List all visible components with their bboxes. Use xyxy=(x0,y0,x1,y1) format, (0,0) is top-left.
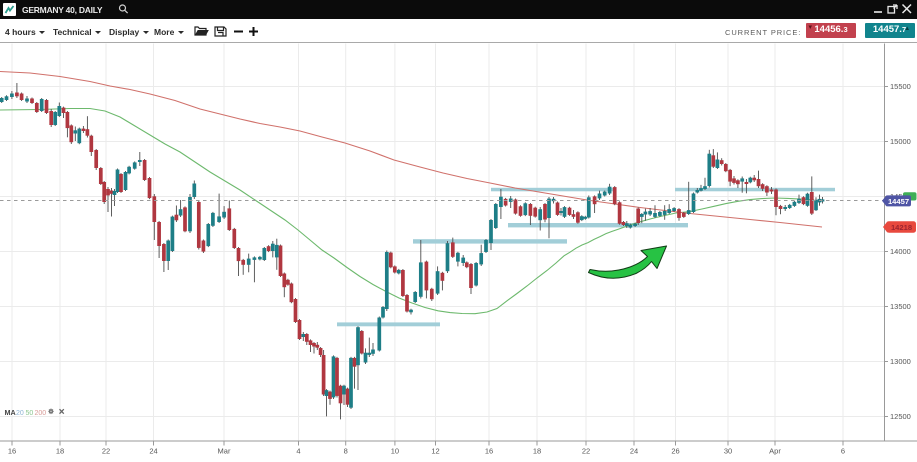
svg-text:20: 20 xyxy=(16,410,24,417)
svg-text:Apr: Apr xyxy=(769,447,781,456)
svg-text:22: 22 xyxy=(102,447,110,456)
svg-text:12: 12 xyxy=(431,447,439,456)
svg-text:14000: 14000 xyxy=(890,247,911,256)
svg-text:26: 26 xyxy=(671,447,679,456)
svg-text:18: 18 xyxy=(533,447,541,456)
svg-text:6: 6 xyxy=(841,447,845,456)
svg-text:22: 22 xyxy=(582,447,590,456)
svg-text:24: 24 xyxy=(149,447,157,456)
svg-text:4: 4 xyxy=(296,447,300,456)
svg-text:10: 10 xyxy=(391,447,399,456)
svg-text:8: 8 xyxy=(344,447,348,456)
svg-text:MA: MA xyxy=(5,408,16,417)
svg-text:16: 16 xyxy=(8,447,16,456)
svg-text:15500: 15500 xyxy=(890,82,911,91)
svg-text:24: 24 xyxy=(630,447,638,456)
svg-text:16: 16 xyxy=(485,447,493,456)
svg-text:50: 50 xyxy=(26,410,34,417)
svg-text:18: 18 xyxy=(56,447,64,456)
svg-text:14457: 14457 xyxy=(888,197,909,206)
svg-text:30: 30 xyxy=(724,447,732,456)
svg-text:Mar: Mar xyxy=(218,447,231,456)
svg-text:14218: 14218 xyxy=(891,223,912,232)
svg-text:200: 200 xyxy=(35,410,47,417)
svg-text:15000: 15000 xyxy=(890,137,911,146)
svg-text:13500: 13500 xyxy=(890,302,911,311)
svg-text:12500: 12500 xyxy=(890,412,911,421)
svg-text:13000: 13000 xyxy=(890,357,911,366)
